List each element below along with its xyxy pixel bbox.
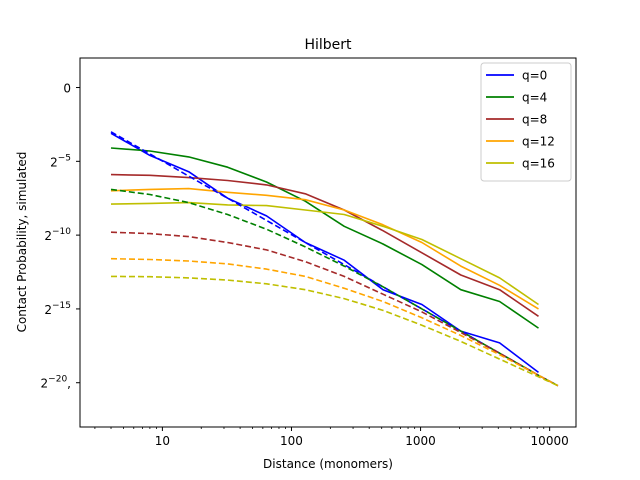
legend-label: q=8 (522, 113, 547, 127)
x-tick-label: 10000 (531, 434, 569, 448)
legend-label: q=12 (522, 135, 555, 149)
series-line-3 (110, 187, 539, 310)
y-axis-label: Contact Probability, simulated (15, 152, 29, 333)
legend-box (480, 62, 572, 182)
dashed-series-line-7 (110, 231, 559, 387)
legend-label: q=0 (522, 69, 547, 83)
legend-label: q=4 (522, 91, 547, 105)
y-axis: 0 2−5 2−10 2−15 2−20, (41, 82, 80, 391)
plot-frame (79, 57, 577, 428)
x-axis-label: Distance (monomers) (263, 457, 393, 471)
y-tick-label: 0 (63, 82, 71, 96)
x-tick-label: 10 (155, 434, 170, 448)
legend: q=0 q=4 q=8 q=12 q=16 (480, 62, 572, 182)
y-tick-label: 2−20, (41, 375, 71, 391)
y-tick-label: 2−5 (50, 153, 71, 169)
series-line-2 (110, 173, 539, 317)
dashed-series-line-8 (110, 257, 559, 387)
x-tick-label: 100 (280, 434, 303, 448)
x-tick-label: 1000 (405, 434, 436, 448)
series-layer (110, 131, 559, 387)
x-axis: 10 100 1000 10000 (94, 427, 569, 448)
y-tick-label: 2−10 (44, 227, 71, 243)
dashed-series-line-6 (110, 188, 559, 387)
legend-label: q=16 (522, 157, 555, 171)
y-tick-label: 2−15 (44, 301, 71, 317)
dashed-series-line-9 (110, 275, 559, 387)
series-line-0 (110, 132, 539, 374)
series-line-4 (110, 201, 539, 306)
series-line-1 (110, 147, 539, 329)
chart-title: Hilbert (304, 37, 352, 53)
